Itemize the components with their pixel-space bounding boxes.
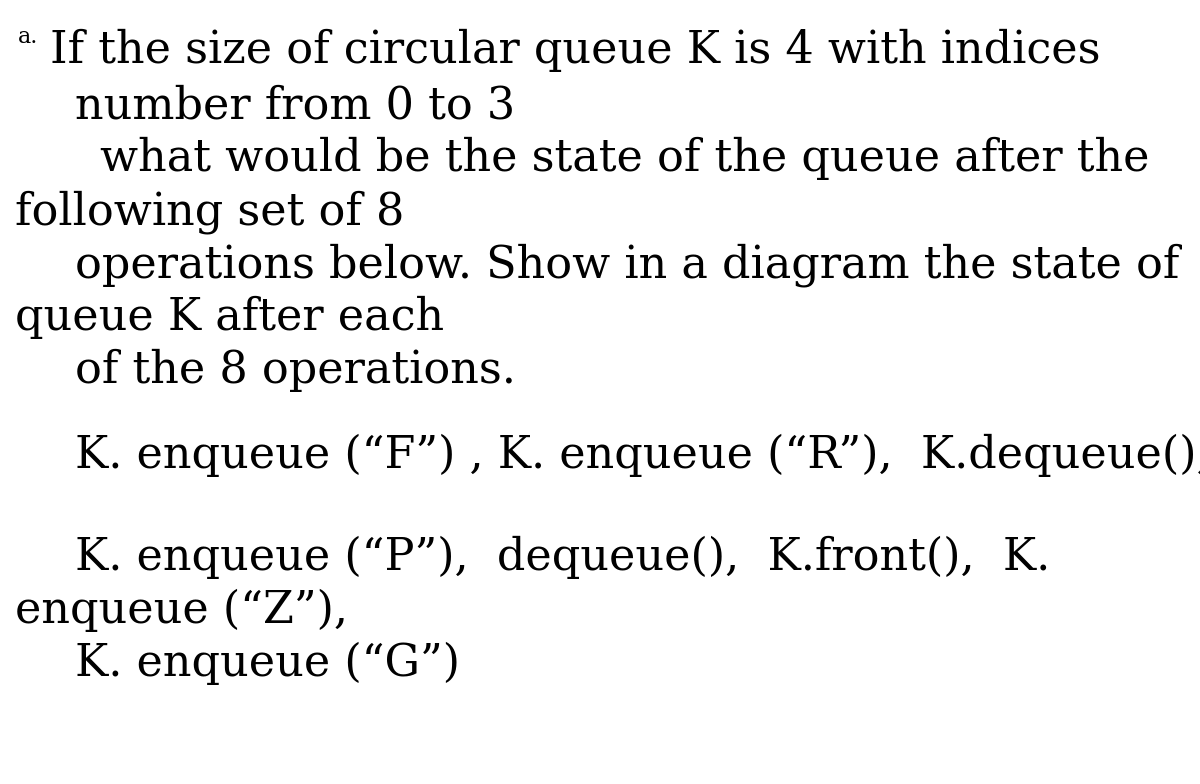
Text: K. enqueue (“G”): K. enqueue (“G”) [74,642,460,685]
Text: what would be the state of the queue after the: what would be the state of the queue aft… [100,137,1150,180]
Text: of the 8 operations.: of the 8 operations. [74,349,516,392]
Text: K. enqueue (“F”) , K. enqueue (“R”),  K.dequeue(),: K. enqueue (“F”) , K. enqueue (“R”), K.d… [74,434,1200,477]
Text: number from 0 to 3: number from 0 to 3 [74,84,515,127]
Text: queue K after each: queue K after each [14,296,444,339]
Text: K. enqueue (“P”),  dequeue(),  K.front(),  K.: K. enqueue (“P”), dequeue(), K.front(), … [74,536,1050,579]
Text: operations below. Show in a diagram the state of: operations below. Show in a diagram the … [74,243,1180,287]
Text: a.: a. [18,26,38,48]
Text: following set of 8: following set of 8 [14,190,404,234]
Text: enqueue (“Z”),: enqueue (“Z”), [14,589,348,632]
Text: If the size of circular queue K is 4 with indices: If the size of circular queue K is 4 wit… [50,29,1100,72]
